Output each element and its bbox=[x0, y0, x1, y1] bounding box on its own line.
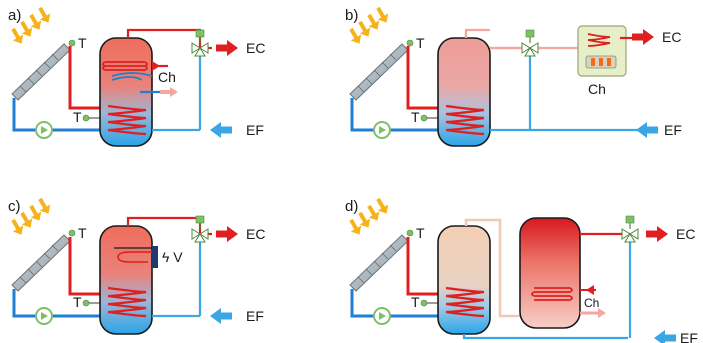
hot-water-arrow bbox=[216, 40, 238, 56]
tank-sensor-icon bbox=[420, 299, 428, 307]
cold-in-label: EF bbox=[680, 330, 698, 343]
cold-water-arrow bbox=[654, 330, 676, 343]
hot-water-arrow bbox=[216, 226, 238, 242]
solar-return-pipe bbox=[12, 98, 36, 132]
solar-collector-icon bbox=[11, 234, 71, 292]
auxiliary-boiler bbox=[577, 25, 627, 77]
preheat-tank bbox=[437, 225, 491, 335]
hot-out-label: EC bbox=[662, 29, 681, 45]
mixing-valve-icon bbox=[191, 215, 209, 243]
collector-sensor-icon bbox=[68, 39, 76, 47]
aux-label: Ch bbox=[158, 69, 176, 85]
collector-sensor-label: T bbox=[78, 225, 87, 241]
solar-coil bbox=[107, 104, 147, 136]
aux-label: Ch bbox=[584, 296, 599, 310]
panel-a: a) T T Ch bbox=[7, 4, 265, 147]
aux-label: ϟ V bbox=[162, 249, 183, 265]
mixing-valve-icon bbox=[521, 29, 539, 57]
solar-collector-icon bbox=[349, 43, 409, 101]
hot-out-label: EC bbox=[246, 226, 265, 242]
collector-sensor-icon bbox=[406, 39, 414, 47]
cold-water-arrow bbox=[636, 122, 658, 138]
tank-sensor-label: T bbox=[411, 294, 420, 310]
aux-coil bbox=[105, 61, 145, 71]
storage-tank bbox=[519, 217, 581, 329]
tank-sensor-label: T bbox=[73, 294, 82, 310]
mixing-valve-icon bbox=[621, 215, 639, 243]
panel-c: c) T T ϟ V EC EF bbox=[7, 195, 265, 335]
hot-water-arrow bbox=[646, 226, 668, 242]
cold-in-label: EF bbox=[246, 308, 264, 324]
solar-coil bbox=[107, 286, 147, 318]
collector-sensor-icon bbox=[406, 229, 414, 237]
aux-in-arrow bbox=[152, 61, 160, 71]
aux-label: Ch bbox=[588, 81, 606, 97]
transfer-pipe bbox=[464, 218, 522, 318]
solar-collector-icon bbox=[11, 43, 71, 101]
hot-water-arrow bbox=[632, 29, 654, 45]
solar-flow-pipe bbox=[68, 46, 108, 110]
pump-icon bbox=[373, 121, 391, 139]
tank-sensor-icon bbox=[82, 299, 90, 307]
solar-coil bbox=[445, 104, 485, 136]
panel-d: d) T T Ch bbox=[345, 195, 698, 343]
aux-out-arrow bbox=[160, 87, 178, 97]
hot-out-label: EC bbox=[246, 40, 265, 56]
aux-out-arrow bbox=[598, 308, 606, 318]
collector-sensor-icon bbox=[68, 229, 76, 237]
heater-terminal-icon bbox=[152, 246, 158, 268]
mixing-valve-icon bbox=[191, 29, 209, 57]
panel-a-label: a) bbox=[8, 7, 21, 24]
cold-in-label: EF bbox=[664, 122, 682, 138]
panel-b: b) T T Ch bbox=[345, 4, 682, 147]
pump-icon bbox=[35, 121, 53, 139]
pump-icon bbox=[373, 307, 391, 325]
electric-heater-element bbox=[117, 251, 152, 263]
cold-water-arrow bbox=[210, 122, 232, 138]
cold-in-label: EF bbox=[246, 122, 264, 138]
solar-collector-icon bbox=[349, 234, 409, 292]
tank-sensor-icon bbox=[82, 114, 90, 122]
aux-coil bbox=[534, 287, 570, 301]
solar-coil bbox=[445, 286, 485, 318]
collector-sensor-label: T bbox=[416, 225, 425, 241]
storage-tank bbox=[437, 37, 491, 147]
panel-d-label: d) bbox=[345, 198, 358, 215]
collector-sensor-label: T bbox=[416, 35, 425, 51]
cold-water-arrow bbox=[210, 308, 232, 324]
storage-tank bbox=[99, 225, 153, 335]
tank-sensor-label: T bbox=[411, 109, 420, 125]
collector-sensor-label: T bbox=[78, 35, 87, 51]
panel-b-label: b) bbox=[345, 7, 358, 24]
aux-in-arrow bbox=[586, 285, 594, 295]
pump-icon bbox=[35, 307, 53, 325]
tank-sensor-icon bbox=[420, 114, 428, 122]
panel-c-label: c) bbox=[8, 198, 21, 215]
tank-sensor-label: T bbox=[73, 109, 82, 125]
hot-out-label: EC bbox=[676, 226, 695, 242]
